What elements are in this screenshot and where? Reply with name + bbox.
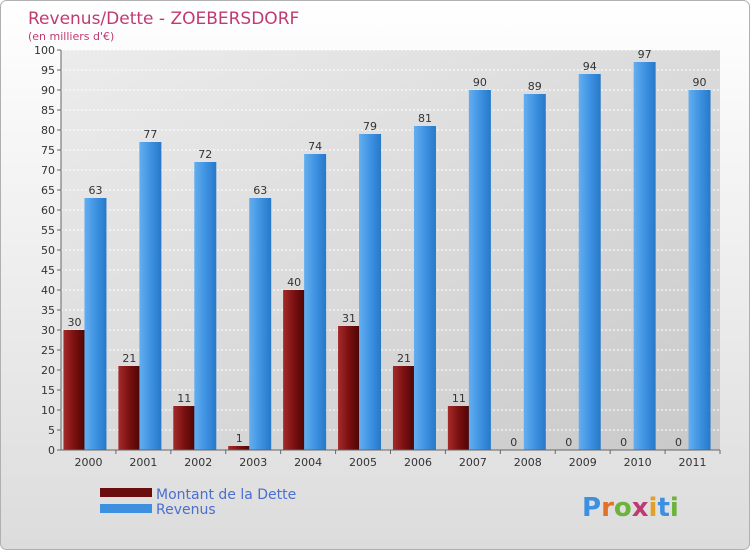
data-label: 63	[88, 184, 102, 197]
data-label: 77	[143, 128, 157, 141]
y-tick-label: 60	[41, 204, 55, 217]
y-tick-label: 15	[41, 384, 55, 397]
data-label: 63	[253, 184, 267, 197]
y-tick-label: 20	[41, 364, 55, 377]
bar-revenus	[633, 62, 656, 450]
bar-revenus	[578, 74, 601, 450]
x-tick-label: 2003	[239, 456, 267, 469]
bar-revenus	[84, 198, 107, 450]
bar-debt	[338, 326, 361, 450]
data-label: 90	[473, 76, 487, 89]
bars	[63, 62, 711, 450]
x-tick-label: 2011	[679, 456, 707, 469]
y-tick-label: 10	[41, 404, 55, 417]
data-label: 11	[452, 392, 466, 405]
legend-swatch-revenus	[100, 504, 152, 513]
y-tick-label: 80	[41, 124, 55, 137]
bar-revenus	[688, 90, 711, 450]
legend: Montant de la Dette Revenus	[100, 487, 296, 518]
y-tick-label: 35	[41, 304, 55, 317]
y-tick-label: 40	[41, 284, 55, 297]
legend-label-revenus: Revenus	[156, 502, 216, 518]
data-label: 31	[342, 312, 356, 325]
bar-debt	[228, 446, 251, 450]
data-label: 79	[363, 120, 377, 133]
data-label: 94	[583, 60, 597, 73]
bar-revenus	[413, 126, 436, 450]
y-tick-label: 45	[41, 264, 55, 277]
x-tick-label: 2001	[129, 456, 157, 469]
data-label: 0	[565, 436, 572, 449]
x-tick-label: 2002	[184, 456, 212, 469]
data-label: 97	[638, 48, 652, 61]
bar-revenus	[304, 154, 327, 450]
data-label: 81	[418, 112, 432, 125]
bar-debt	[392, 366, 415, 450]
bar-debt	[447, 406, 470, 450]
chart-subtitle: (en milliers d'€)	[28, 30, 114, 43]
y-tick-label: 50	[41, 244, 55, 257]
bar-revenus	[523, 94, 546, 450]
data-label: 0	[510, 436, 517, 449]
bar-debt	[283, 290, 306, 450]
data-label: 21	[397, 352, 411, 365]
bar-debt	[118, 366, 141, 450]
x-tick-label: 2006	[404, 456, 432, 469]
grid-lines	[61, 49, 720, 431]
chart-title: Revenus/Dette - ZOEBERSDORF	[28, 9, 299, 29]
x-tick-label: 2004	[294, 456, 322, 469]
x-tick-label: 2008	[514, 456, 542, 469]
y-axis-ticks: 0 5 10 15 20 25 30 35 40 45 50 55 60 65 70 75 80 85 90 95 10…	[34, 44, 61, 457]
y-tick-label: 100	[34, 44, 55, 57]
data-label: 74	[308, 140, 322, 153]
y-tick-label: 5	[48, 424, 55, 437]
y-tick-label: 55	[41, 224, 55, 237]
data-label: 0	[675, 436, 682, 449]
x-tick-label: 2007	[459, 456, 487, 469]
y-tick-label: 0	[48, 444, 55, 457]
y-tick-label: 95	[41, 64, 55, 77]
data-label: 30	[67, 316, 81, 329]
bar-revenus	[359, 134, 382, 450]
x-tick-label: 2010	[624, 456, 652, 469]
x-tick-label: 2009	[569, 456, 597, 469]
x-tick-label: 2005	[349, 456, 377, 469]
y-tick-label: 85	[41, 104, 55, 117]
bar-debt	[173, 406, 196, 450]
bar-revenus	[468, 90, 491, 450]
data-label: 21	[122, 352, 136, 365]
data-label: 90	[693, 76, 707, 89]
data-label: 72	[198, 148, 212, 161]
legend-label-debt: Montant de la Dette	[156, 487, 296, 503]
data-label: 40	[287, 276, 301, 289]
data-label: 0	[620, 436, 627, 449]
data-label: 11	[177, 392, 191, 405]
legend-swatch-debt	[100, 488, 152, 497]
y-tick-label: 70	[41, 164, 55, 177]
y-tick-label: 30	[41, 324, 55, 337]
bar-revenus	[194, 162, 217, 450]
bar-revenus	[249, 198, 272, 450]
bar-debt	[63, 330, 86, 450]
data-labels: 30 63 21 77 11 72 1 63 40 74 31 79 21 81 11 90 0 89 0 94 0 97…	[67, 48, 706, 449]
y-tick-label: 65	[41, 184, 55, 197]
logo-text: Proxiti	[582, 493, 679, 523]
x-tick-label: 2000	[74, 456, 102, 469]
y-tick-label: 25	[41, 344, 55, 357]
data-label: 1	[236, 432, 243, 445]
y-tick-label: 75	[41, 144, 55, 157]
x-axis-ticks: 2000 2001 2002 2003 2004 2005 2006 2007 2008 2009…	[74, 450, 721, 469]
bar-revenus	[139, 142, 162, 450]
data-label: 89	[528, 80, 542, 93]
y-tick-label: 90	[41, 84, 55, 97]
proxiti-logo: Proxiti	[582, 493, 679, 523]
